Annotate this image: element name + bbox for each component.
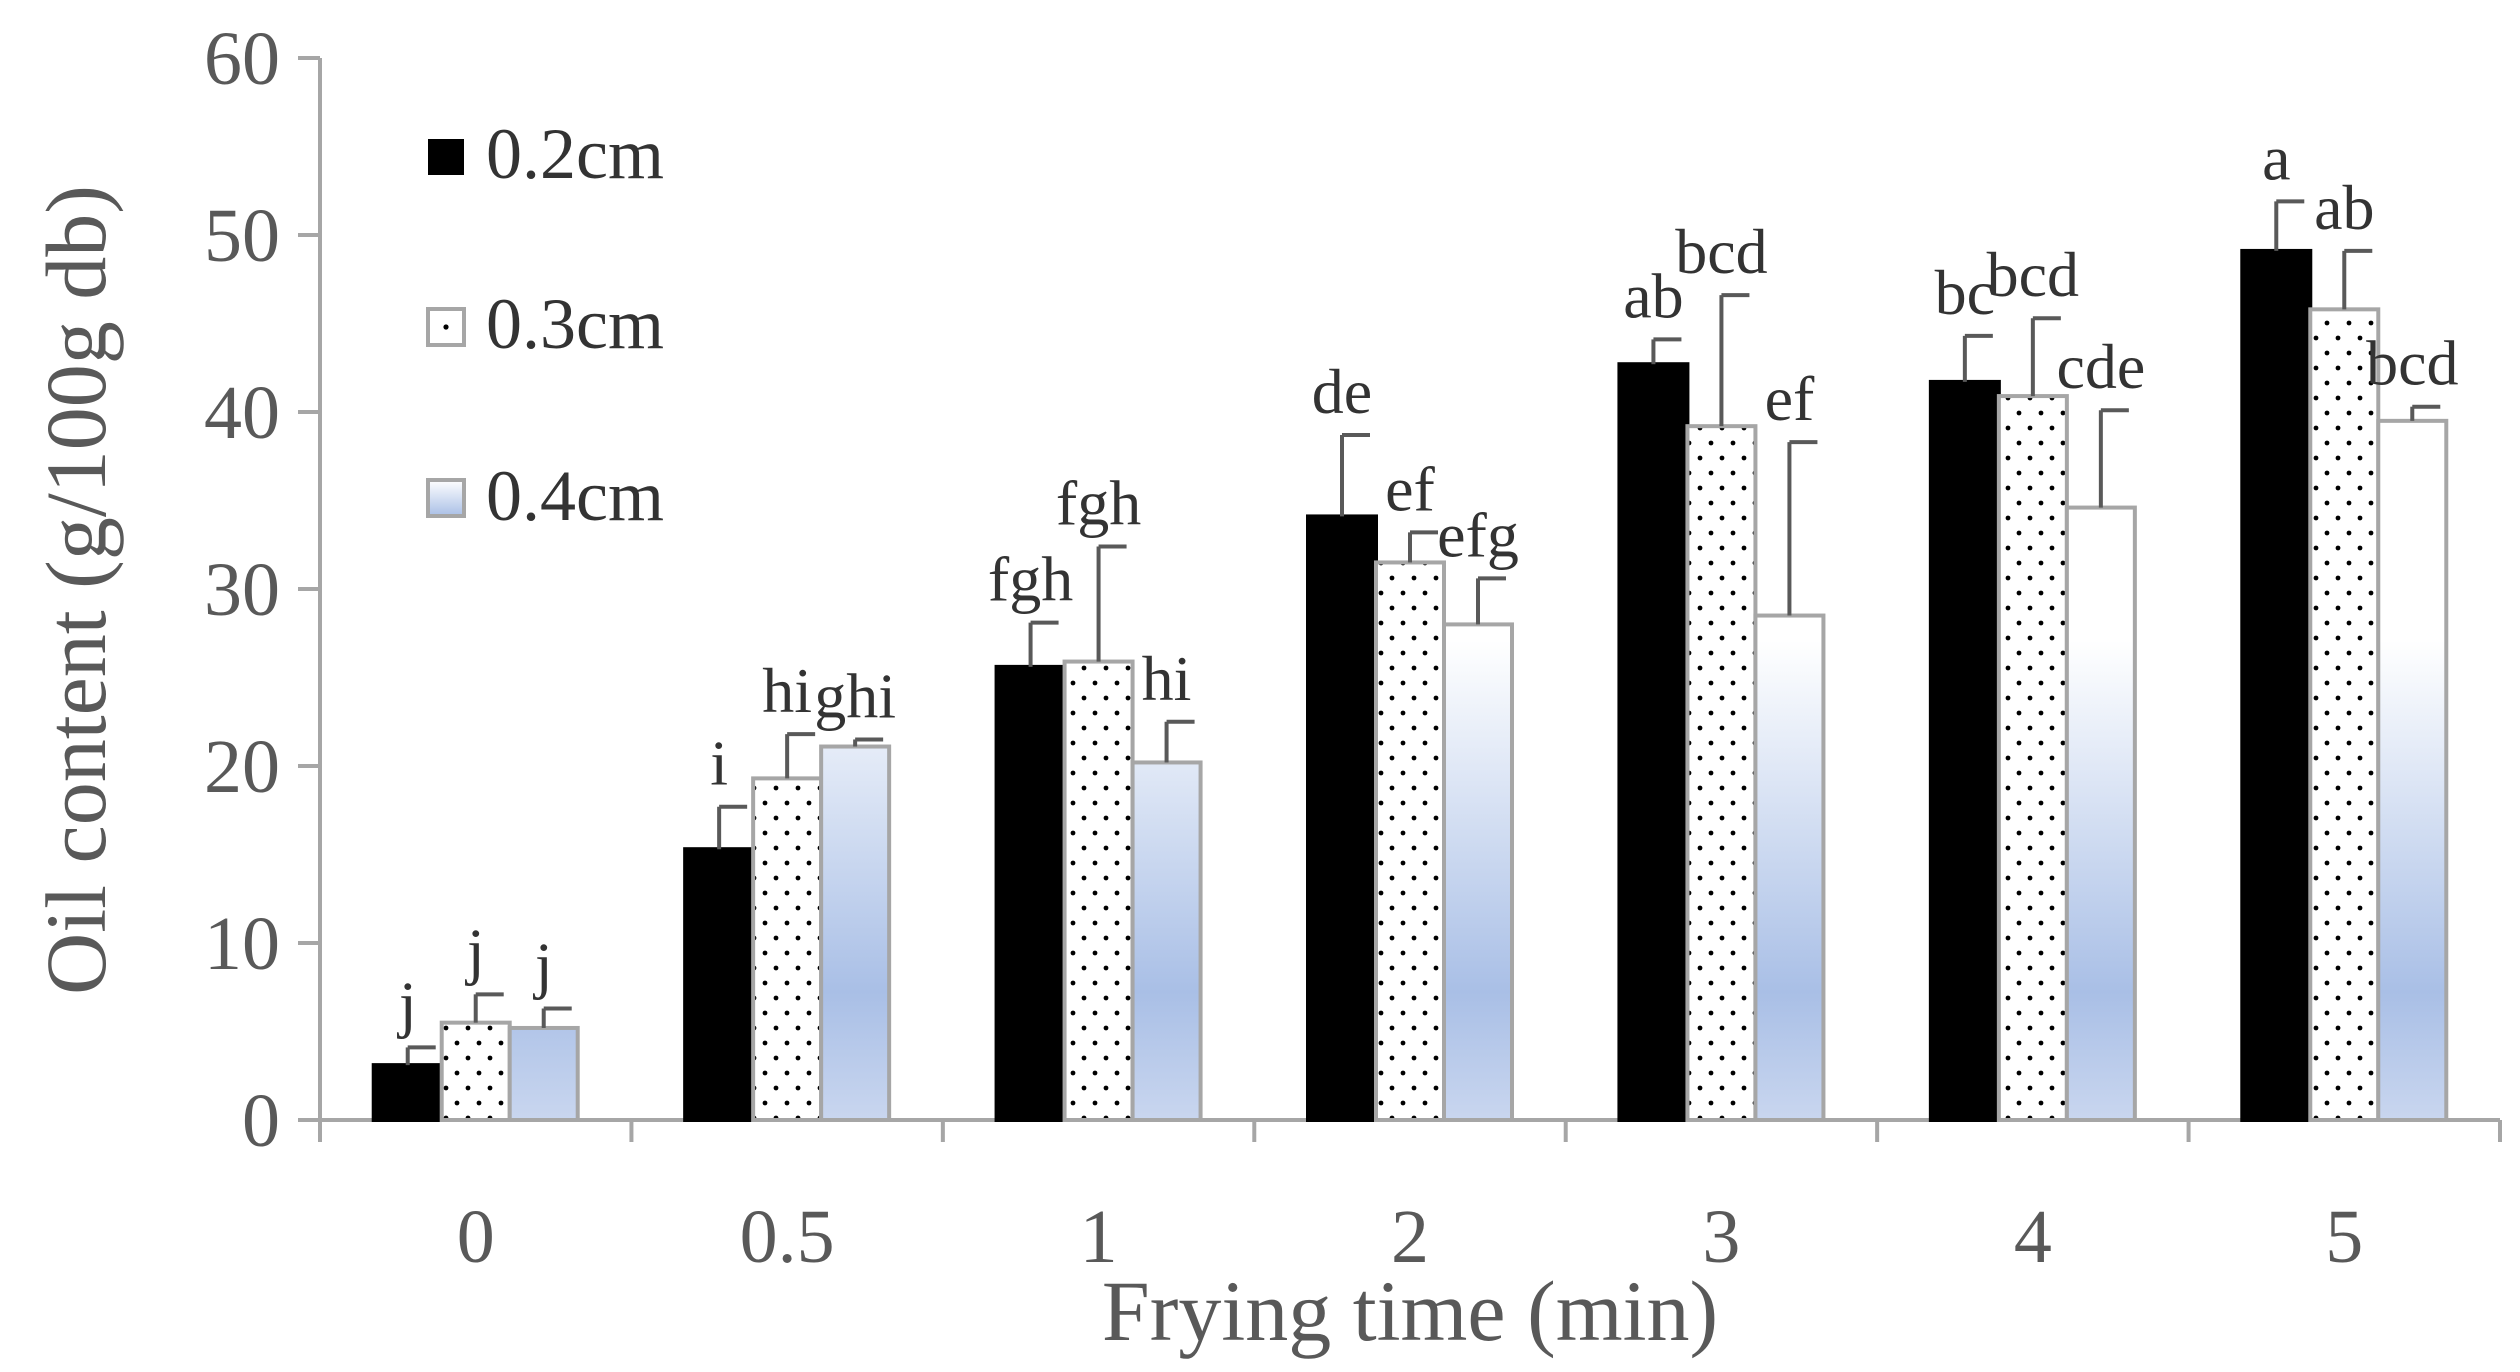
legend-label-0.4cm: 0.4cm — [486, 456, 664, 536]
sig-label-0.2cm-1: fgh — [988, 544, 1073, 615]
sig-label-0.2cm-0: j — [397, 968, 417, 1039]
bar-0.4cm-2 — [1442, 622, 1514, 1123]
bar-0.2cm-2 — [1306, 514, 1378, 1122]
sig-label-0.2cm-3: ab — [1623, 260, 1683, 331]
bar-0.3cm-5 — [2308, 307, 2381, 1122]
y-ticks: 0 10 20 30 40 50 60 — [204, 17, 320, 1163]
bar-0.4cm-5 — [2376, 418, 2449, 1123]
x-tick-label-1: 1 — [1080, 1195, 1118, 1279]
sig-label-0.3cm-5: ab — [2314, 172, 2374, 243]
sig-label-0.4cm-1: hi — [1142, 643, 1192, 714]
x-tick-label-0: 0 — [457, 1195, 495, 1279]
bar-0.3cm-0.5 — [751, 776, 824, 1122]
sig-label-0.4cm-0: j — [533, 929, 553, 1000]
y-tick-label-20: 20 — [204, 725, 280, 809]
sig-label-0.3cm-0.5: hi — [762, 655, 812, 726]
bar-0.2cm-3 — [1617, 362, 1690, 1122]
bar-0.3cm-3 — [1685, 424, 1758, 1123]
sig-label-0.3cm-1: fgh — [1056, 468, 1141, 539]
bar-0.3cm-4 — [1996, 394, 2069, 1122]
y-tick-label-40: 40 — [204, 371, 280, 455]
bar-0.4cm-4 — [2064, 505, 2137, 1122]
bar-0.2cm-5 — [2240, 248, 2313, 1122]
sig-label-0.2cm-4: bc — [1935, 257, 1995, 328]
sig-label-0.2cm-0.5: i — [710, 728, 728, 799]
x-axis-title: Frying time (min) — [1102, 1263, 1718, 1359]
x-tick-label-2: 2 — [1391, 1195, 1429, 1279]
legend-swatch-0.4cm — [426, 478, 466, 518]
sig-label-0.4cm-2: efg — [1437, 499, 1519, 570]
x-tick-label-5: 5 — [2325, 1195, 2363, 1279]
bar-0.4cm-0.5 — [819, 744, 892, 1123]
bar-0.4cm-0 — [507, 1025, 580, 1122]
bar-0.4cm-3 — [1753, 613, 1826, 1122]
bar-0.3cm-1 — [1062, 659, 1135, 1122]
sig-label-0.4cm-3: ef — [1765, 363, 1815, 434]
x-tick-label-4: 4 — [2014, 1195, 2052, 1279]
legend-swatch-0.2cm — [428, 139, 464, 175]
bar-0.2cm-0.5 — [683, 847, 756, 1122]
legend: 0.2cm 0.3cm 0.4cm — [426, 114, 664, 536]
bar-0.2cm-0 — [371, 1063, 444, 1123]
x-tick-label-0.5: 0.5 — [740, 1195, 835, 1279]
y-tick-label-10: 10 — [204, 902, 280, 986]
y-axis-title: Oil content (g/100g db) — [28, 185, 124, 995]
bar-0.4cm-1 — [1130, 760, 1203, 1123]
legend-label-0.3cm: 0.3cm — [486, 284, 664, 364]
axes: 0 10 20 30 40 50 60 0 0.5 1 2 3 4 5 — [204, 17, 2502, 1279]
bar-0.2cm-1 — [994, 664, 1067, 1122]
y-tick-label-0: 0 — [242, 1079, 280, 1163]
sig-label-0.4cm-4: cde — [2056, 331, 2145, 402]
x-tick-label-3: 3 — [1702, 1195, 1740, 1279]
sig-label-0.2cm-2: de — [1312, 356, 1372, 427]
bar-0.3cm-0 — [439, 1020, 512, 1123]
bar-0.3cm-2 — [1374, 560, 1446, 1122]
sig-label-0.3cm-3: bcd — [1675, 216, 1767, 287]
sig-label-0.3cm-2: ef — [1385, 453, 1435, 524]
sig-label-0.3cm-0: j — [465, 915, 485, 986]
bar-0.2cm-4 — [1928, 379, 2001, 1123]
sig-label-0.4cm-5: bcd — [2366, 328, 2458, 399]
sig-label-0.4cm-0.5: ghi — [814, 660, 896, 731]
sig-label-0.2cm-5: a — [2262, 122, 2290, 193]
x-ticks: 0 0.5 1 2 3 4 5 — [318, 1120, 2502, 1279]
y-tick-label-30: 30 — [204, 548, 280, 632]
legend-swatch-0.3cm-dot — [443, 324, 449, 330]
sig-label-0.3cm-4: bcd — [1987, 239, 2079, 310]
y-tick-label-50: 50 — [204, 194, 280, 278]
y-tick-label-60: 60 — [204, 17, 280, 101]
legend-label-0.2cm: 0.2cm — [486, 114, 664, 194]
